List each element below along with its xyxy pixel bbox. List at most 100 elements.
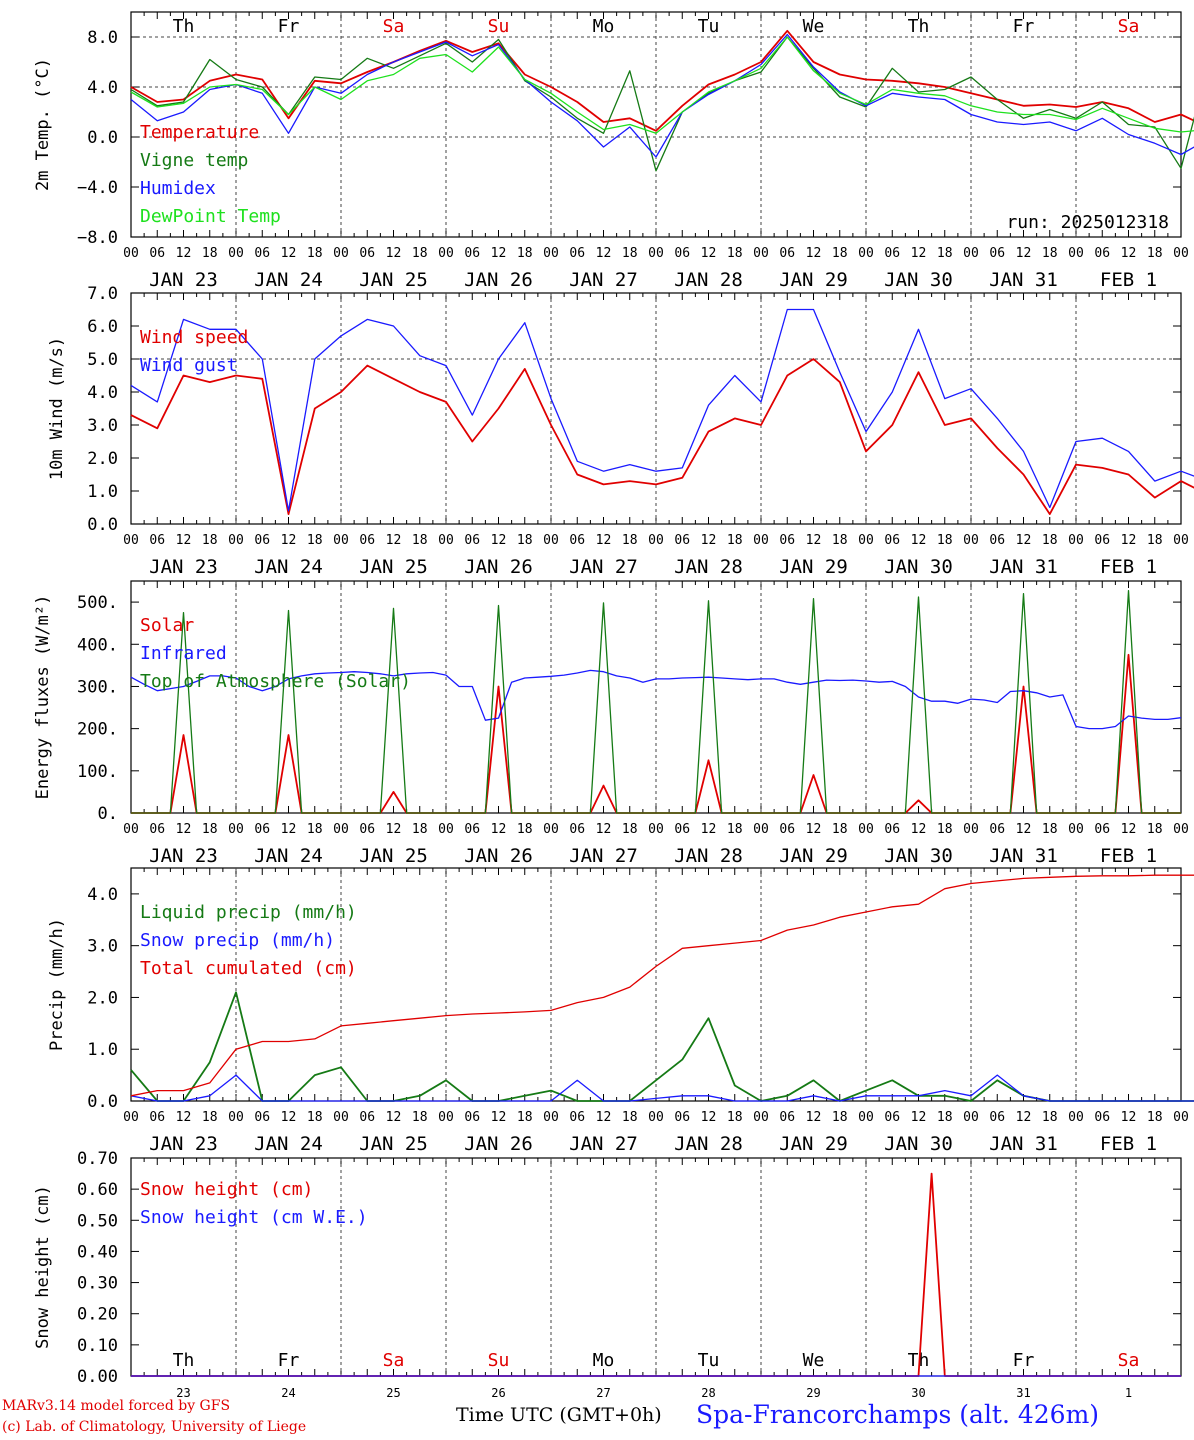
day-label: JAN 27 xyxy=(569,1133,638,1155)
y-tick-label: 0.60 xyxy=(77,1180,118,1200)
hour-label: 18 xyxy=(832,533,848,548)
hour-label: 00 xyxy=(858,246,874,261)
hour-label: 00 xyxy=(123,533,139,548)
day-label: JAN 31 xyxy=(989,845,1058,867)
hour-label: 18 xyxy=(1147,246,1163,261)
y-tick-label: 500. xyxy=(77,593,118,613)
hour-label: 00 xyxy=(858,822,874,837)
y-tick-label: 400. xyxy=(77,635,118,655)
hour-label: 06 xyxy=(779,533,795,548)
hour-label: 18 xyxy=(727,1110,743,1125)
hour-label: 18 xyxy=(832,822,848,837)
hour-label: 12 xyxy=(911,822,927,837)
hour-label: 06 xyxy=(464,822,480,837)
hour-label: 18 xyxy=(307,533,323,548)
y-tick-label: 0.00 xyxy=(77,1367,118,1387)
hour-label: 06 xyxy=(464,1110,480,1125)
hour-label: 00 xyxy=(1068,822,1084,837)
day-label: JAN 26 xyxy=(464,1133,533,1155)
hour-label: 00 xyxy=(858,533,874,548)
hour-label: 12 xyxy=(911,533,927,548)
hour-label: 06 xyxy=(884,533,900,548)
legend-entry: Total cumulated (cm) xyxy=(140,958,357,979)
hour-label: 18 xyxy=(937,533,953,548)
y-tick-label: 3.0 xyxy=(87,416,118,436)
day-label: FEB 1 xyxy=(1100,269,1157,291)
hour-label: 18 xyxy=(202,533,218,548)
day-label: JAN 24 xyxy=(254,845,323,867)
hour-label: 06 xyxy=(149,533,165,548)
hour-label: 00 xyxy=(963,1110,979,1125)
y-tick-label: 2.0 xyxy=(87,449,118,469)
hour-label: 12 xyxy=(176,246,192,261)
weekday-label: Su xyxy=(488,16,510,37)
y-axis-label: Snow height (cm) xyxy=(33,1185,53,1349)
hour-label: 00 xyxy=(333,246,349,261)
hour-label: 18 xyxy=(1147,533,1163,548)
panel-3: 0. 100. 200. 300. 400. 500. Energy fluxes (W/m… xyxy=(33,580,1189,867)
legend-entry: Solar xyxy=(140,615,194,636)
hour-label: 12 xyxy=(386,822,402,837)
day-label: JAN 29 xyxy=(779,1133,848,1155)
weekday-label: Sa xyxy=(1118,16,1140,37)
hour-label: 12 xyxy=(281,246,297,261)
y-tick-label: 1.0 xyxy=(87,482,118,502)
hour-label: 00 xyxy=(438,246,454,261)
day-label: JAN 28 xyxy=(674,269,743,291)
hour-label: 18 xyxy=(202,1110,218,1125)
hour-label: 06 xyxy=(884,822,900,837)
series-line-2 xyxy=(130,669,1182,730)
series-line-2 xyxy=(130,308,1194,512)
weekday-label: Sa xyxy=(1118,1350,1140,1371)
hour-label: 06 xyxy=(569,533,585,548)
weekday-label: Th xyxy=(173,1350,195,1371)
weekday-label: Fr xyxy=(278,1350,300,1371)
day-label: JAN 28 xyxy=(674,556,743,578)
series-line-4 xyxy=(130,36,1194,134)
hour-label: 06 xyxy=(674,822,690,837)
time-axis-label: Time UTC (GMT+0h) xyxy=(456,1404,662,1426)
y-tick-label: 0.0 xyxy=(87,1092,118,1112)
y-tick-label: 0.50 xyxy=(77,1211,118,1231)
y-tick-label: 3.0 xyxy=(87,937,118,957)
hour-label: 00 xyxy=(648,1110,664,1125)
day-label: JAN 24 xyxy=(254,269,323,291)
hour-label: 18 xyxy=(202,822,218,837)
hour-label: 00 xyxy=(543,533,559,548)
legend-entry: DewPoint Temp xyxy=(140,206,281,227)
hour-label: 18 xyxy=(202,246,218,261)
weekday-label: Su xyxy=(488,1350,510,1371)
hour-label: 00 xyxy=(753,822,769,837)
hour-label: 12 xyxy=(491,822,507,837)
y-tick-label: 8.0 xyxy=(87,28,118,48)
hour-label: 06 xyxy=(674,533,690,548)
y-axis-label: 10m Wind (m/s) xyxy=(47,337,67,480)
hour-label: 00 xyxy=(333,1110,349,1125)
day-number: 23 xyxy=(176,1386,190,1400)
hour-label: 00 xyxy=(228,822,244,837)
hour-label: 00 xyxy=(753,246,769,261)
hour-label: 06 xyxy=(254,1110,270,1125)
hour-label: 12 xyxy=(491,246,507,261)
hour-label: 06 xyxy=(1094,1110,1110,1125)
hour-label: 18 xyxy=(622,822,638,837)
hour-label: 00 xyxy=(648,822,664,837)
hour-label: 00 xyxy=(438,1110,454,1125)
hour-label: 18 xyxy=(307,1110,323,1125)
hour-label: 06 xyxy=(464,246,480,261)
hour-label: 06 xyxy=(359,533,375,548)
panel-5: 0.00 0.10 0.20 0.30 0.40 0.50 0.60 0.70 Snow hei… xyxy=(33,1149,1182,1387)
hour-label: 06 xyxy=(674,1110,690,1125)
day-label: JAN 30 xyxy=(884,845,953,867)
day-number: 29 xyxy=(806,1386,820,1400)
hour-label: 06 xyxy=(149,822,165,837)
hour-label: 12 xyxy=(806,1110,822,1125)
hour-label: 00 xyxy=(123,822,139,837)
hour-label: 12 xyxy=(911,1110,927,1125)
legend-entry: Snow precip (mm/h) xyxy=(140,930,335,951)
hour-label: 06 xyxy=(1094,246,1110,261)
day-label: FEB 1 xyxy=(1100,845,1157,867)
hour-label: 18 xyxy=(727,533,743,548)
hour-label: 12 xyxy=(281,533,297,548)
y-axis-label: Precip (mm/h) xyxy=(47,918,67,1051)
